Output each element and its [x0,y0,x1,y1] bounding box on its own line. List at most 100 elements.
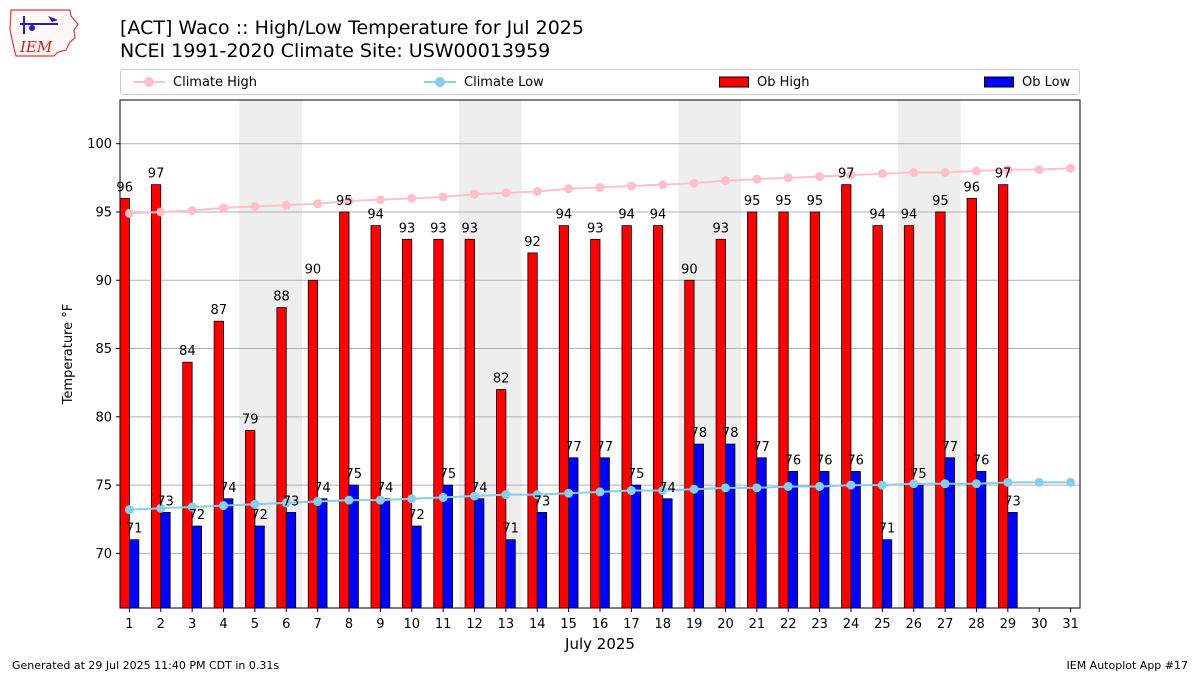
ob-low-label: 71 [502,522,519,537]
chart-title: [ACT] Waco :: High/Low Temperature for J… [120,17,584,39]
x-tick-label: 21 [749,617,766,632]
ob-low-bar [1007,512,1018,609]
climate-low-point [313,496,323,506]
climate-low-point [344,495,354,505]
climate-low-point [250,499,260,509]
x-axis-label: July 2025 [564,635,635,653]
ob-high-label: 93 [587,221,604,236]
x-tick-label: 18 [654,617,671,632]
climate-low-point [1003,477,1013,487]
ob-low-label: 76 [785,453,802,468]
ob-high-label: 95 [807,194,824,209]
climate-high-point [689,178,699,188]
ob-high-label: 94 [650,208,667,223]
ob-low-label: 76 [973,453,990,468]
climate-low-point [971,479,981,489]
x-tick-label: 31 [1062,617,1079,632]
x-tick-label: 1 [125,617,133,632]
climate-high-point [971,166,981,176]
legend-ob-low-label: Ob Low [1022,74,1071,90]
climate-high-point [281,200,291,210]
climate-low-point [375,495,385,505]
climate-high-point [940,167,950,177]
ob-high-bar [778,211,789,609]
ob-high-label: 95 [744,194,761,209]
x-tick-label: 27 [937,617,954,632]
ob-low-bar [379,498,391,609]
ob-high-label: 92 [524,235,541,250]
climate-low-point [281,498,291,508]
ob-low-bar [285,512,297,609]
ob-low-bar [881,539,893,609]
y-tick-label: 95 [95,205,112,220]
ob-high-label: 97 [838,167,855,182]
ob-low-bar [160,512,171,609]
ob-low-label: 77 [753,440,770,455]
climate-low-point [720,483,730,493]
climate-high-point [720,176,730,186]
legend-ob-high: Ob High [719,70,810,94]
ob-high-label: 97 [995,167,1012,182]
footer-generated: Generated at 29 Jul 2025 11:40 PM CDT in… [12,659,280,672]
climate-high-point [595,182,605,192]
ob-high-label: 96 [963,180,980,195]
ob-high-bar [747,211,758,609]
ob-high-bar [590,238,601,609]
ob-low-label: 75 [345,467,362,482]
climate-low-point [564,488,574,498]
ob-high-bar [558,225,570,609]
x-tick-label: 26 [905,617,922,632]
ob-high-label: 96 [116,180,133,195]
x-tick-label: 24 [843,617,860,632]
ob-high-bar [652,225,664,609]
climate-low-point [532,490,542,500]
climate-low-point [438,492,448,502]
ob-low-bar [756,457,767,609]
ob-low-bar [317,498,328,609]
x-tick-label: 17 [623,617,640,632]
ob-high-label: 88 [273,290,290,305]
x-tick-label: 2 [157,617,165,632]
ob-high-label: 84 [179,344,196,359]
ob-high-bar [339,211,350,609]
legend-ob-high-label: Ob High [757,74,810,90]
climate-high-point [1066,163,1076,173]
ob-low-label: 77 [596,440,613,455]
climate-high-point [658,180,668,190]
ob-high-label: 93 [462,221,479,236]
ob-low-label: 71 [879,522,896,537]
ob-high-bar [464,238,475,609]
climate-high-point [877,169,887,179]
ob-low-bar [254,525,265,609]
ob-high-bar [935,211,946,609]
y-tick-label: 85 [95,342,112,357]
climate-high-point [1003,165,1013,175]
climate-low-point [815,481,825,491]
ob-high-label: 94 [869,208,886,223]
chart-subtitle: NCEI 1991-2020 Climate Site: USW00013959 [120,40,551,62]
climate-high-point [752,174,762,184]
ob-high-bar [621,225,632,609]
ob-low-bar [693,443,704,609]
ob-high-bar [966,197,977,609]
ob-low-bar [191,525,202,609]
ob-low-bar [505,539,516,609]
climate-high-point [783,173,793,183]
ob-low-bar [223,498,234,609]
ob-low-label: 74 [220,481,237,496]
ob-high-bar [401,238,413,609]
ob-high-label: 97 [148,167,165,182]
ob-low-label: 78 [722,426,739,441]
ob-low-label: 74 [471,481,488,496]
ob-low-bar [787,471,799,609]
y-tick-label: 100 [87,137,112,152]
ob-low-bar [913,484,924,609]
ob-low-label: 76 [847,453,864,468]
ob-low-label: 73 [283,494,300,509]
ob-low-bar [599,457,610,609]
legend: Climate High Climate Low Ob High Ob Low [120,69,1080,95]
climate-high-point [375,195,385,205]
y-tick-label: 90 [95,274,112,289]
x-tick-label: 10 [403,617,420,632]
ob-high-label: 87 [211,303,228,318]
